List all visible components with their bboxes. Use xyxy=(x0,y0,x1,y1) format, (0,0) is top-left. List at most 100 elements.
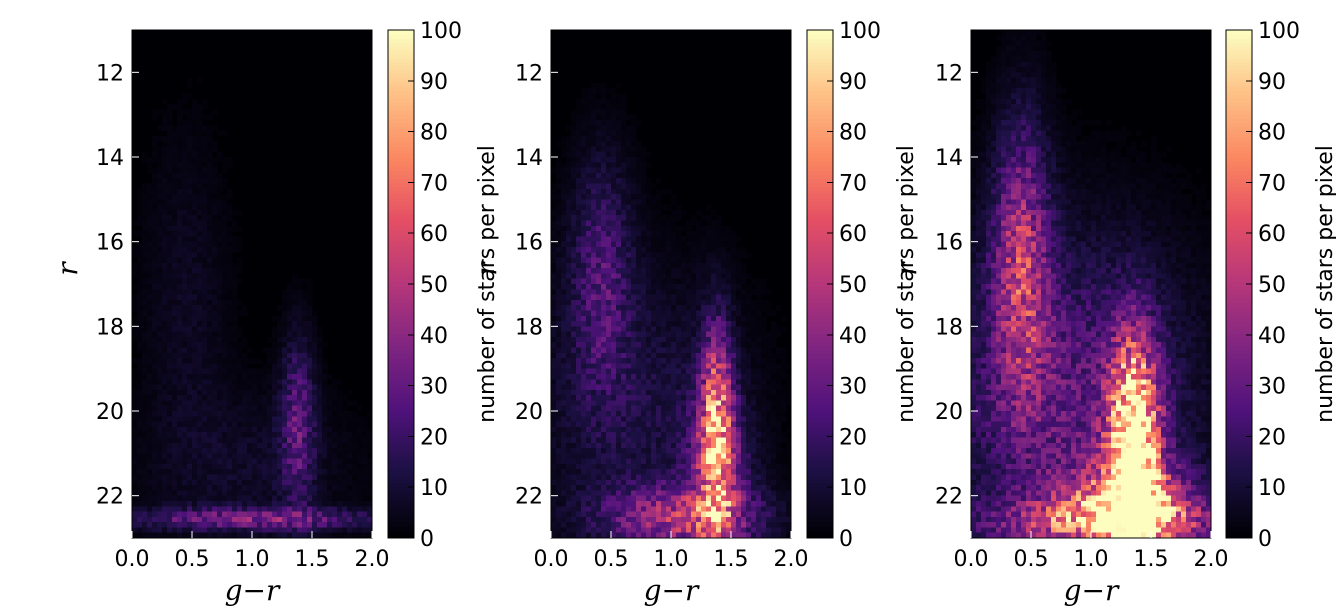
heatmap-cell xyxy=(631,167,637,174)
heatmap-cell xyxy=(177,273,183,280)
heatmap-cell xyxy=(282,379,288,385)
heatmap-cell xyxy=(601,231,607,237)
heatmap-cell xyxy=(142,379,148,385)
colorbar-segment xyxy=(388,346,414,351)
heatmap-cell xyxy=(232,373,238,380)
heatmap-cell xyxy=(157,321,163,327)
heatmap-cell xyxy=(596,135,602,142)
heatmap-cell xyxy=(192,246,198,253)
heatmap-cell xyxy=(132,368,138,375)
heatmap-cell xyxy=(626,194,632,200)
heatmap-cell xyxy=(636,368,642,375)
heatmap-cell xyxy=(212,220,218,227)
heatmap-cell xyxy=(157,516,163,523)
heatmap-cell xyxy=(561,426,567,433)
heatmap-cell xyxy=(661,432,667,438)
heatmap-cell xyxy=(566,522,572,528)
heatmap-cell xyxy=(297,479,303,486)
heatmap-cell xyxy=(212,421,218,428)
colorbar-segment xyxy=(388,286,414,291)
heatmap-cell xyxy=(601,379,607,385)
heatmap-cell xyxy=(551,442,557,449)
heatmap-cell xyxy=(571,194,577,200)
heatmap-cell xyxy=(676,294,682,301)
heatmap-cell xyxy=(197,352,203,359)
heatmap-cell xyxy=(671,389,677,396)
heatmap-cell xyxy=(197,389,203,396)
heatmap-cell xyxy=(337,532,343,539)
heatmap-cell xyxy=(252,448,258,454)
heatmap-cell xyxy=(312,495,318,502)
heatmap-cell xyxy=(142,400,148,407)
heatmap-cell xyxy=(142,257,148,264)
heatmap-cell xyxy=(212,246,218,253)
heatmap-cell xyxy=(631,516,637,523)
heatmap-cell xyxy=(551,204,557,211)
heatmap-cell xyxy=(267,448,273,454)
heatmap-cell xyxy=(187,125,193,131)
heatmap-cell xyxy=(626,411,632,417)
heatmap-cell xyxy=(347,448,353,454)
heatmap-cell xyxy=(182,93,188,100)
heatmap-cell xyxy=(182,458,188,465)
heatmap-cell xyxy=(611,310,617,317)
heatmap-cell xyxy=(661,421,667,428)
heatmap-cell xyxy=(292,278,298,285)
heatmap-cell xyxy=(287,294,293,301)
heatmap-cell xyxy=(157,527,163,534)
heatmap-cell xyxy=(676,442,682,449)
heatmap-cell xyxy=(606,220,612,227)
heatmap-cell xyxy=(576,289,582,295)
heatmap-cell xyxy=(222,157,228,163)
heatmap-cell xyxy=(142,188,148,195)
heatmap-cell xyxy=(247,469,253,475)
heatmap-cell xyxy=(571,157,577,163)
heatmap-cell xyxy=(307,474,313,481)
heatmap-cell xyxy=(606,204,612,211)
heatmap-cell xyxy=(152,141,158,147)
heatmap-cell xyxy=(636,495,642,502)
heatmap-cell xyxy=(571,347,577,354)
heatmap-cell xyxy=(217,241,223,248)
heatmap-cell xyxy=(616,114,622,121)
heatmap-cell xyxy=(686,289,692,295)
heatmap-cell xyxy=(367,490,373,497)
heatmap-cell xyxy=(556,411,562,417)
heatmap-cell xyxy=(137,188,143,195)
heatmap-cell xyxy=(217,426,223,433)
heatmap-cell xyxy=(197,183,203,190)
heatmap-cell xyxy=(681,453,687,460)
heatmap-cell xyxy=(287,506,293,512)
heatmap-cell xyxy=(222,236,228,243)
heatmap-cell xyxy=(676,395,682,401)
heatmap-cell xyxy=(237,257,243,264)
heatmap-cell xyxy=(596,373,602,380)
heatmap-cell xyxy=(217,299,223,306)
heatmap-cell xyxy=(601,373,607,380)
heatmap-cell xyxy=(581,485,587,491)
heatmap-cell xyxy=(352,474,358,481)
heatmap-cell xyxy=(202,146,208,153)
heatmap-cell xyxy=(362,500,368,507)
heatmap-cell xyxy=(132,522,138,528)
heatmap-cell xyxy=(696,400,702,407)
heatmap-cell xyxy=(212,463,218,470)
heatmap-cell xyxy=(551,241,557,248)
heatmap-cell xyxy=(147,268,153,274)
heatmap-cell xyxy=(606,294,612,301)
heatmap-cell xyxy=(137,220,143,227)
heatmap-cell xyxy=(586,463,592,470)
heatmap-cell xyxy=(631,135,637,142)
heatmap-cell xyxy=(561,162,567,168)
heatmap-cell xyxy=(192,119,198,126)
heatmap-cell xyxy=(232,299,238,306)
heatmap-cell xyxy=(571,522,577,528)
heatmap-cell xyxy=(322,405,328,412)
heatmap-cell xyxy=(232,416,238,422)
heatmap-cell xyxy=(581,469,587,475)
heatmap-cell xyxy=(561,241,567,248)
heatmap-cell xyxy=(132,400,138,407)
heatmap-cell xyxy=(177,246,183,253)
heatmap-cell xyxy=(192,262,198,269)
